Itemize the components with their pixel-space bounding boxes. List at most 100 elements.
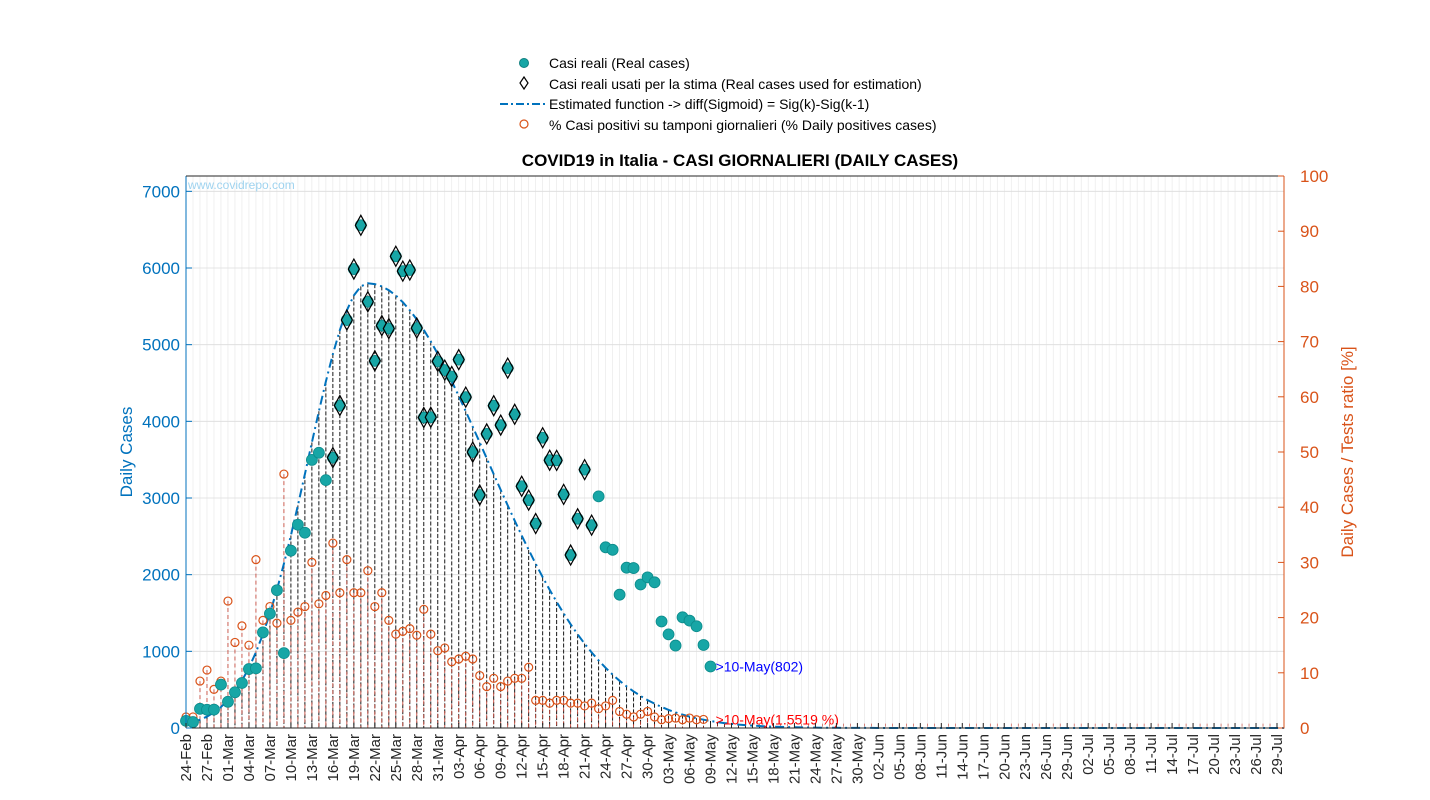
x-tick-label: 25-Mar <box>388 734 405 782</box>
estimation-diamond <box>487 394 500 417</box>
x-tick-label: 24-Apr <box>598 734 615 779</box>
real-case-point <box>222 695 234 708</box>
x-tick-label: 06-May <box>682 734 699 785</box>
positives-point <box>677 715 688 725</box>
estimation-diamond <box>466 440 479 464</box>
y-tick-label-right: 100 <box>1300 167 1328 186</box>
x-tick-label: 21-Apr <box>577 734 594 779</box>
estimation-diamond <box>508 403 521 426</box>
x-tick-label: 08-Jun <box>912 734 929 780</box>
legend-marker-diamond <box>519 75 529 91</box>
positives-point <box>244 640 254 650</box>
estimation-diamond <box>445 365 458 388</box>
y-tick-label-right: 10 <box>1300 664 1319 683</box>
x-tick-label: 23-Jun <box>1017 734 1034 780</box>
plot-area: >10-May(802) >10-May(1.5519 %) www.covidre… <box>142 167 1328 784</box>
positives-point <box>370 601 380 612</box>
positives-point <box>251 555 261 565</box>
positives-point <box>524 662 534 672</box>
positives-point <box>279 469 289 479</box>
legend-label-estimated: Estimated function -> diff(Sigmoid) = Si… <box>549 96 869 112</box>
positives-point <box>691 715 702 725</box>
positives-point <box>405 624 415 634</box>
estimation-diamond <box>522 488 535 512</box>
estimation-diamond <box>536 426 549 449</box>
y-axis-label-right: Daily Cases / Tests ratio [%] <box>1338 346 1357 557</box>
positives-point <box>237 621 247 631</box>
real-case-point <box>627 562 640 574</box>
estimation-diamond <box>424 406 437 429</box>
x-tick-label: 09-Apr <box>493 734 510 779</box>
y-tick-label-left: 3000 <box>142 489 180 508</box>
real-case-point <box>298 526 311 539</box>
annotation-last-real: >10-May(802) <box>716 659 804 675</box>
x-tick-label: 05-Jul <box>1101 734 1118 775</box>
real-case-point <box>312 446 325 459</box>
y-tick-label-left: 2000 <box>142 566 180 585</box>
x-tick-label: 03-May <box>661 734 678 785</box>
x-tick-label: 01-Mar <box>220 734 237 782</box>
estimation-diamond <box>375 314 389 337</box>
estimation-diamond <box>347 257 361 281</box>
x-tick-label: 20-Jul <box>1206 734 1223 775</box>
real-case-point <box>229 686 241 699</box>
x-tick-label: 02-Jul <box>1080 734 1097 775</box>
legend: Casi reali (Real cases) Casi reali usati… <box>500 55 936 133</box>
x-tick-label: 28-Mar <box>409 734 426 782</box>
positives-point <box>321 590 331 601</box>
positives-point <box>482 681 492 692</box>
x-tick-label: 30-May <box>849 734 866 785</box>
legend-label-positives: % Casi positivi su tamponi giornalieri (… <box>549 117 936 133</box>
real-case-point <box>305 453 318 466</box>
positives-point <box>202 665 212 675</box>
x-tick-label: 18-Apr <box>556 734 573 779</box>
positives-point <box>552 695 562 706</box>
x-tick-label: 13-Mar <box>304 734 321 782</box>
real-case-point <box>662 628 675 641</box>
real-case-point <box>697 639 710 651</box>
real-case-point <box>215 678 227 691</box>
y-tick-label-right: 80 <box>1300 277 1319 296</box>
estimation-diamond <box>431 350 444 373</box>
x-tick-label: 05-Jun <box>891 734 908 780</box>
y-tick-label-left: 1000 <box>142 642 180 661</box>
estimation-diamond <box>403 258 416 282</box>
positives-point <box>314 599 324 609</box>
positives-point <box>363 566 373 576</box>
real-case-point <box>613 588 626 601</box>
positives-point <box>223 596 233 606</box>
estimation-diamond <box>515 475 528 498</box>
positives-point <box>510 673 520 683</box>
y-tick-label-right: 0 <box>1300 719 1309 738</box>
x-tick-label: 29-Jun <box>1059 734 1076 780</box>
estimation-diamond <box>585 513 598 537</box>
positives-point <box>587 698 597 708</box>
x-tick-label: 09-May <box>703 734 720 785</box>
positives-point <box>566 698 576 708</box>
positives-point <box>349 588 359 598</box>
x-tick-label: 31-Mar <box>430 734 447 782</box>
real-case-point <box>669 639 682 652</box>
positives-point <box>468 654 478 664</box>
x-tick-label: 02-Jun <box>870 734 887 780</box>
x-tick-label: 22-Mar <box>367 734 384 782</box>
real-case-point <box>285 544 297 557</box>
x-tick-label: 14-Jun <box>954 734 971 780</box>
x-tick-label: 17-Jul <box>1185 734 1202 775</box>
x-tick-label: 15-Apr <box>535 734 552 779</box>
positives-point <box>335 588 345 598</box>
positives-point <box>384 615 394 625</box>
positives-point <box>663 714 674 724</box>
x-tick-label: 06-Apr <box>472 734 489 779</box>
estimation-diamond <box>480 422 493 446</box>
y-tick-label-right: 60 <box>1300 388 1319 407</box>
estimation-diamond <box>340 308 354 332</box>
real-case-point <box>690 620 703 633</box>
y-axis-label-left: Daily Cases <box>117 407 136 498</box>
x-tick-label: 14-Jul <box>1164 734 1181 775</box>
real-case-point <box>264 607 276 620</box>
x-tick-label: 07-Mar <box>262 734 279 782</box>
positives-point <box>272 618 282 628</box>
x-tick-label: 17-Jun <box>975 734 992 780</box>
